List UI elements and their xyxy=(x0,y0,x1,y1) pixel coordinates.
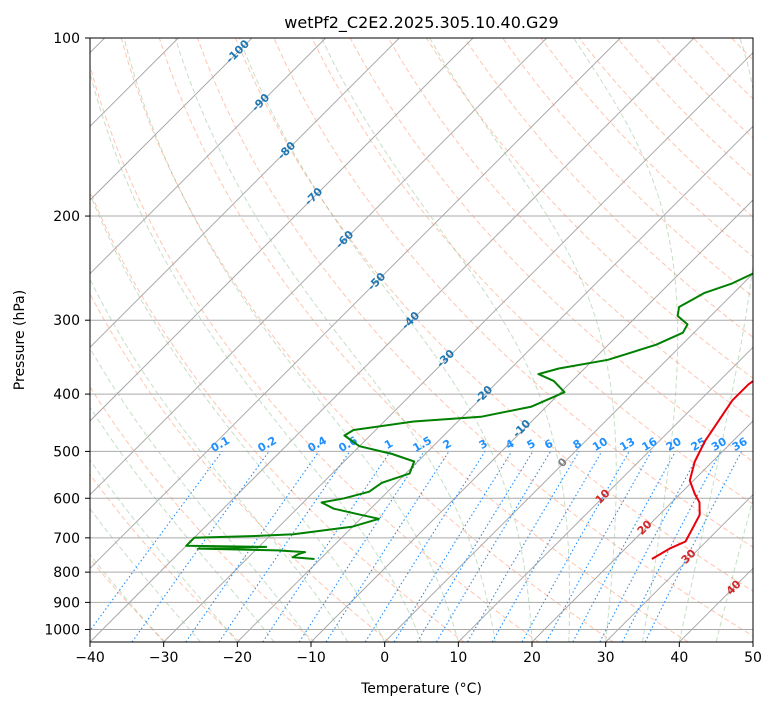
y-axis-label: Pressure (hPa) xyxy=(12,290,28,390)
x-tick-label: −10 xyxy=(296,650,326,666)
x-tick-label: 20 xyxy=(523,650,541,666)
y-tick-label: 300 xyxy=(53,313,80,329)
x-tick-label: −40 xyxy=(75,650,105,666)
y-tick-label: 200 xyxy=(53,209,80,225)
y-tick-label: 100 xyxy=(53,31,80,47)
x-tick-label: 30 xyxy=(597,650,615,666)
x-tick-label: 50 xyxy=(744,650,762,666)
x-tick-label: −30 xyxy=(149,650,179,666)
chart-title: wetPf2_C2E2.2025.305.10.40.G29 xyxy=(284,13,558,33)
y-tick-label: 700 xyxy=(53,531,80,547)
x-tick-label: 10 xyxy=(449,650,467,666)
x-tick-label: 0 xyxy=(380,650,389,666)
y-tick-label: 900 xyxy=(53,595,80,611)
x-tick-label: 40 xyxy=(670,650,688,666)
y-tick-label: 800 xyxy=(53,565,80,581)
y-tick-label: 600 xyxy=(53,491,80,507)
x-tick-label: −20 xyxy=(223,650,253,666)
y-tick-label: 500 xyxy=(53,444,80,460)
y-tick-label: 400 xyxy=(53,387,80,403)
y-tick-label: 1000 xyxy=(44,622,80,638)
x-axis-label: Temperature (°C) xyxy=(360,681,482,697)
